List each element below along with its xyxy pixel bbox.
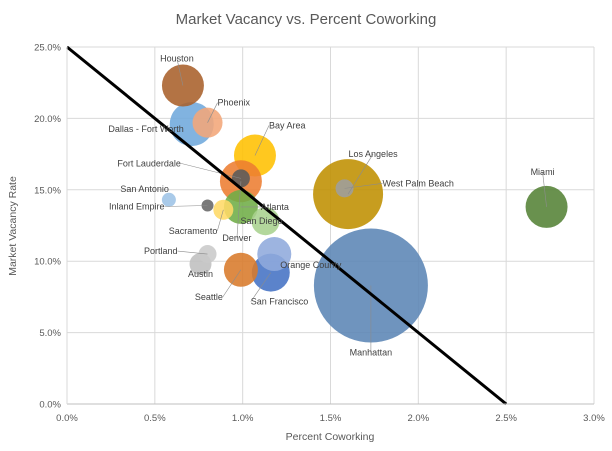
- y-tick-label: 20.0%: [34, 114, 61, 125]
- label-connector: [217, 209, 224, 231]
- bubble-label: Portland: [144, 246, 178, 256]
- label-connector: [222, 269, 242, 297]
- bubble-label: San Francisco: [251, 297, 309, 307]
- label-connector: [254, 125, 270, 156]
- bubble-label: Phoenix: [218, 98, 251, 108]
- label-connector: [164, 205, 208, 207]
- bubble-label: Bay Area: [269, 121, 306, 131]
- bubble-label: Inland Empire: [109, 202, 165, 212]
- y-tick-label: 10.0%: [34, 257, 61, 268]
- axes: 0.0% 0.5% 1.0% 1.5% 2.0% 2.5% 3.0% 0.0% 5.0% 10.0…: [34, 43, 605, 425]
- label-connector: [176, 58, 184, 86]
- y-tick-label: 0.0%: [39, 400, 61, 411]
- bubble-label: Austin: [188, 269, 213, 279]
- x-tick-label: 2.5%: [495, 413, 517, 424]
- bubble-label: Sacramento: [169, 226, 218, 236]
- label-connector: [177, 250, 208, 255]
- label-connector: [250, 272, 272, 302]
- y-tick-label: 5.0%: [39, 328, 61, 339]
- bubble-label: Manhattan: [350, 347, 393, 357]
- bubble-label: Miami: [531, 167, 555, 177]
- trend-line: [66, 45, 508, 406]
- grid: [67, 46, 595, 404]
- bubble-label: Atlanta: [261, 202, 289, 212]
- x-tick-label: 0.5%: [144, 413, 166, 424]
- bubble-label: Fort Lauderdale: [117, 158, 181, 168]
- bubble-label: Los Angeles: [349, 149, 399, 159]
- label-connector: [542, 171, 547, 207]
- label-connectors: [164, 58, 547, 353]
- y-axis-title: Market Vacancy Rate: [7, 176, 19, 276]
- label-connector: [344, 183, 383, 189]
- label-connector: [236, 181, 242, 239]
- bubble-label: West Palm Beach: [383, 178, 454, 188]
- x-axis-title: Percent Coworking: [286, 431, 375, 443]
- x-tick-label: 0.0%: [56, 413, 78, 424]
- x-tick-label: 1.5%: [320, 413, 342, 424]
- bubble-label: San Diego: [240, 216, 282, 226]
- x-tick-label: 1.0%: [232, 413, 254, 424]
- bubble-label: Houston: [160, 54, 194, 64]
- label-connector: [180, 163, 241, 179]
- bubble-label: Dallas - Fort Worth: [108, 124, 183, 134]
- bubble-label: Orange County: [280, 260, 342, 270]
- bubble-label: San Antonio: [120, 184, 169, 194]
- y-tick-label: 25.0%: [34, 43, 61, 54]
- chart-title: Market Vacancy vs. Percent Coworking: [176, 11, 437, 28]
- bubble-san-antonio: [161, 192, 176, 207]
- x-tick-label: 3.0%: [583, 413, 605, 424]
- bubble-orange-county: [257, 237, 292, 272]
- bubble-label: Denver: [222, 233, 251, 243]
- x-tick-label: 2.0%: [408, 413, 430, 424]
- bubble-label: Seattle: [195, 292, 223, 302]
- bubble-labels: Houston Phoenix Dallas - Fort Worth Bay Are…: [108, 54, 554, 358]
- y-tick-label: 15.0%: [34, 185, 61, 196]
- label-connector: [207, 102, 218, 123]
